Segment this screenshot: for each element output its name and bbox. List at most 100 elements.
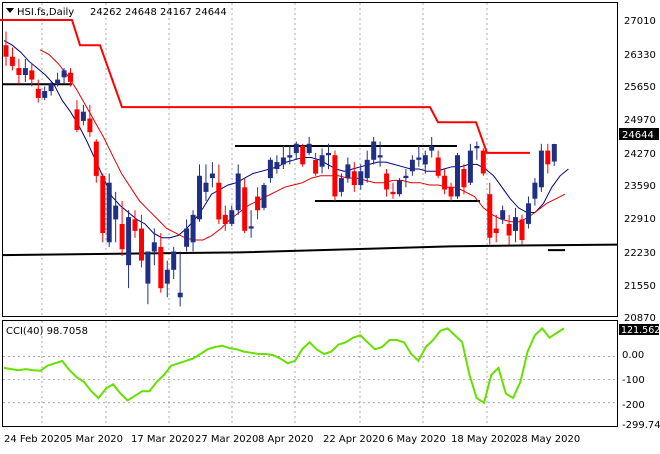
cci-tick: 0.00: [622, 350, 644, 361]
current-price-label: 24644: [622, 130, 654, 141]
candle-bull: [48, 84, 54, 92]
candle-bear: [390, 191, 396, 195]
horizontal-levels: [3, 83, 565, 252]
candle-bear: [442, 175, 448, 190]
candle-bull: [513, 217, 518, 231]
time-tick: 8 Apr 2020: [258, 434, 313, 445]
candle-bull: [409, 159, 415, 172]
candle-bear: [487, 194, 493, 238]
candle-bull: [551, 144, 557, 162]
price-tick: 26330: [624, 50, 656, 61]
candle-bull: [429, 146, 435, 151]
chart-header: HSI.fs,Daily 24262 24648 24167 24644: [6, 7, 227, 18]
candle-bull: [171, 251, 177, 270]
candle-bull: [177, 292, 183, 298]
candle-bull: [42, 91, 48, 98]
candle-bear: [545, 150, 551, 165]
candle-bear: [519, 219, 525, 240]
candle-bull: [209, 173, 215, 179]
candle-bull: [416, 157, 422, 160]
ma-slow-line: [39, 49, 566, 241]
candle-bull: [403, 175, 409, 179]
candle-bull: [126, 217, 132, 266]
candle-bear: [35, 88, 41, 98]
candle-bear: [9, 56, 15, 66]
cci-tick: -100: [622, 375, 645, 386]
candle-bear: [3, 45, 9, 57]
candle-bear: [255, 196, 261, 211]
step-line: [0, 19, 530, 154]
candle-bear: [119, 224, 125, 250]
price-tick: 22230: [624, 248, 656, 259]
candle-bull: [203, 182, 209, 192]
cci-value-label-bg: [619, 324, 659, 335]
candle-bear: [448, 187, 454, 197]
candle-bull: [345, 164, 351, 179]
candle-bull: [55, 79, 61, 85]
dropdown-triangle-icon[interactable]: [6, 8, 14, 13]
candle-bull: [280, 157, 286, 165]
candle-bull: [338, 178, 344, 192]
price-panel[interactable]: [2, 2, 618, 317]
candle-bear: [493, 228, 499, 234]
candle-bull: [422, 155, 428, 165]
candle-bear: [461, 169, 467, 188]
price-tick: 20870: [624, 313, 656, 324]
cci-line: [3, 326, 565, 405]
candle-bull: [80, 111, 86, 121]
candle-bear: [300, 146, 306, 165]
candle-bear: [74, 109, 80, 130]
candle-bear: [351, 171, 357, 186]
candle-bear: [506, 224, 512, 236]
current-price-label-bg: [619, 128, 659, 140]
cci-axis: CCI(40) 98.7058 121.5627 0.00 -100 -200 …: [6, 324, 660, 431]
resistance-step-line: [0, 19, 530, 154]
time-tick: 22 Apr 2020: [323, 434, 385, 445]
candle-bear: [68, 72, 73, 82]
candle-bear: [222, 214, 228, 224]
candle-bear: [16, 68, 22, 75]
candle-bull: [235, 173, 241, 211]
candle-bull: [377, 155, 383, 158]
candle-bull: [145, 251, 151, 284]
candle-bear: [242, 187, 248, 231]
time-tick: 27 Mar 2020: [195, 434, 258, 445]
candlesticks[interactable]: [3, 31, 557, 307]
candle-bull: [467, 150, 473, 183]
candle-bear: [139, 228, 144, 261]
candle-bull: [113, 205, 119, 220]
candle-bull: [261, 185, 267, 208]
candle-bull: [326, 152, 331, 156]
candle-bull: [197, 175, 202, 220]
candle-bull: [455, 155, 460, 197]
cci-indicator: [3, 326, 617, 405]
price-tick: 21550: [624, 281, 656, 292]
candle-bear: [332, 155, 338, 197]
candle-bear: [93, 141, 99, 176]
candle-bull: [106, 182, 112, 243]
price-tick: 27010: [624, 16, 656, 27]
candle-bull: [248, 226, 254, 229]
candle-bear: [313, 159, 319, 174]
time-tick: 28 May 2020: [515, 434, 580, 445]
candle-bull: [474, 146, 480, 149]
candle-bull: [293, 143, 299, 153]
candle-bull: [396, 180, 402, 195]
price-tick: 22910: [624, 214, 656, 225]
candle-bull: [371, 141, 377, 160]
time-tick: 18 May 2020: [451, 434, 516, 445]
symbol-label: HSI.fs,Daily: [17, 7, 74, 18]
cci-title: CCI(40) 98.7058: [6, 326, 88, 337]
price-tick: 24270: [624, 149, 656, 160]
price-tick: 24970: [624, 115, 656, 126]
candle-bear: [100, 175, 106, 234]
time-tick: 6 May 2020: [387, 434, 446, 445]
cci-panel[interactable]: [2, 320, 618, 427]
time-tick: 5 Mar 2020: [66, 434, 123, 445]
candle-bear: [29, 70, 35, 80]
cci-value-label: 121.5627: [621, 325, 660, 336]
candle-bull: [287, 155, 293, 158]
candle-bull: [526, 203, 531, 224]
cci-tick: -299.747: [622, 420, 660, 431]
